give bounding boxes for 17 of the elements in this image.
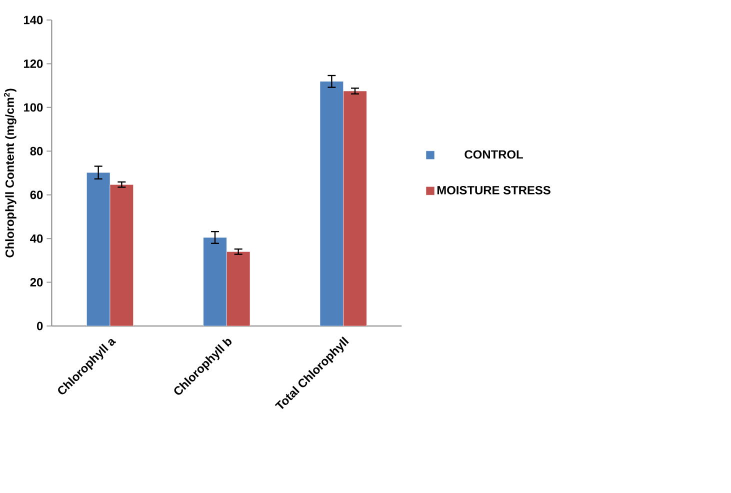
y-tick-label: 120	[24, 59, 43, 68]
text: CONTROL	[464, 150, 523, 159]
y-tick-label: 20	[30, 278, 43, 287]
y-tick-label: 100	[24, 103, 43, 112]
legend-label: MOISTURE STRESS	[437, 186, 550, 194]
bar	[320, 81, 344, 326]
bar	[226, 252, 250, 326]
y-tick-label: 0	[36, 322, 43, 330]
y-axis-title: Chlorophyll Content (mg/cm$^{2}$)	[4, 88, 16, 258]
y-tick-label: 140	[24, 16, 43, 24]
bar	[343, 90, 367, 326]
y-tick-label: 40	[30, 234, 43, 243]
y-tick-label: 80	[30, 146, 43, 156]
bar	[203, 237, 227, 326]
bar	[86, 172, 110, 326]
bar	[110, 184, 134, 326]
y-tick-label: 60	[30, 190, 43, 200]
